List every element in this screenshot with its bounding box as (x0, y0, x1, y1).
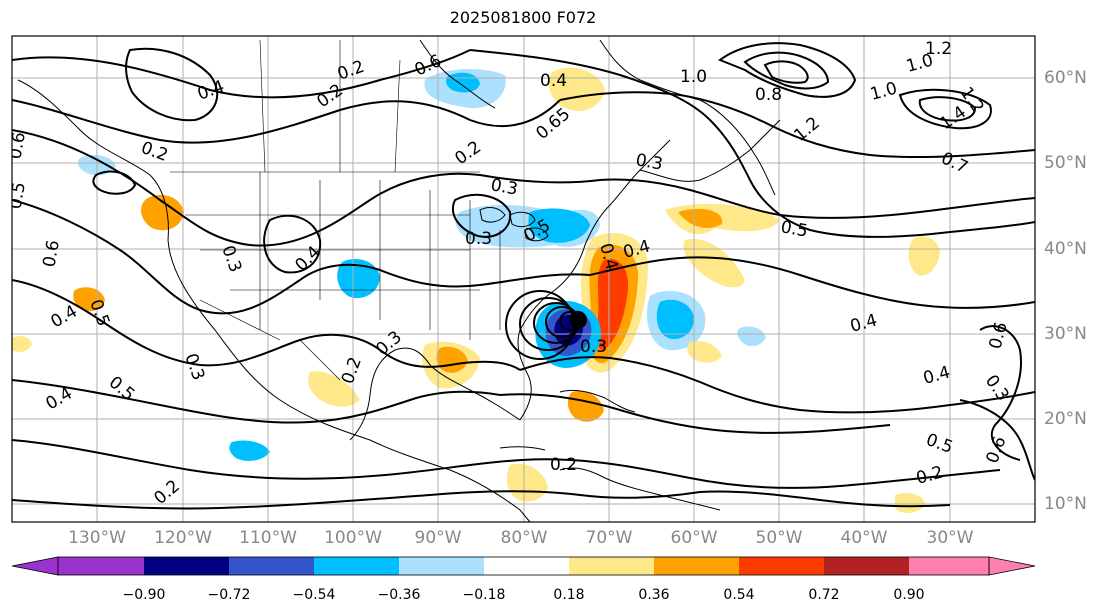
lon-label: 90°W (414, 528, 462, 548)
colorbar-segment (569, 557, 654, 575)
shade-positive-mexico (308, 371, 360, 407)
shade-negative-atlantic-inner (656, 299, 694, 340)
colorbar-tick-label: −0.90 (122, 587, 166, 603)
colorbar-segment (314, 557, 399, 575)
contour-label: 0.3 (465, 229, 492, 249)
colorbar-tick-label: 0.18 (553, 587, 585, 603)
colorbar-segment (484, 557, 569, 575)
shade-positive-east-coast-red (596, 258, 629, 351)
colorbar-tick-label: −0.54 (292, 587, 336, 603)
lon-label: 40°W (840, 528, 888, 548)
lat-label: 30°N (1044, 324, 1087, 344)
contour-label: 0.5 (5, 181, 29, 211)
colorbar-tick-label: 0.90 (893, 587, 925, 603)
colorbar-tick-label: 0.36 (638, 587, 670, 603)
colorbar-tick-label: −0.18 (462, 587, 506, 603)
lon-label: 80°W (500, 528, 548, 548)
lon-label: 100°W (324, 528, 382, 548)
colorbar-segment (58, 557, 144, 575)
contour-label: 0.4 (540, 71, 567, 91)
lon-label: 70°W (585, 528, 633, 548)
colorbar-segment (824, 557, 909, 575)
shade-positive-pacific-nw (140, 194, 184, 231)
shade-positive-bermuda (687, 340, 722, 363)
lon-label: 30°W (926, 528, 974, 548)
lon-label: 110°W (239, 528, 297, 548)
map-title: 2025081800 F072 (449, 8, 597, 27)
shade-positive-east-atlantic (908, 236, 940, 276)
lon-label: 50°W (755, 528, 803, 548)
colorbar-segment (654, 557, 739, 575)
colorbar-segment (739, 557, 824, 575)
lat-label: 50°N (1044, 153, 1087, 173)
colorbar-max-extension (988, 556, 1036, 576)
contour-label: 0.2 (550, 455, 577, 475)
colorbar-segment (229, 557, 314, 575)
colorbar-segment (399, 557, 484, 575)
contour-label: 0.6 (5, 131, 29, 161)
shade-positive-south-atlantic (683, 239, 745, 288)
state-borders (170, 39, 501, 381)
lon-label: 60°W (670, 528, 718, 548)
shade-positive-mid-atlantic-orange (678, 208, 723, 228)
lat-label: 10°N (1044, 494, 1087, 514)
contour-label: 0.3 (489, 175, 519, 199)
colorbar (11, 556, 1036, 576)
colorbar-min-extension (11, 556, 59, 576)
contour-label: 0.5 (779, 217, 809, 241)
shade-negative-plains (337, 258, 380, 299)
lat-label: 40°N (1044, 239, 1087, 259)
cyclone-center-marker (569, 311, 587, 329)
shade-positive-east-bottom (895, 493, 925, 513)
contour-label: 0.8 (755, 85, 782, 105)
colorbar-tick-label: 0.54 (723, 587, 755, 603)
colorbar-tick-label: −0.36 (377, 587, 421, 603)
lat-label: 60°N (1044, 68, 1087, 88)
lon-label: 120°W (154, 528, 212, 548)
contour-label: 1.0 (680, 67, 707, 87)
contour-label: 0.3 (634, 150, 664, 174)
contour-label: 0.6 (39, 239, 63, 269)
map-frame (11, 35, 1036, 523)
colorbar-tick-label: −0.72 (207, 587, 251, 603)
contour-label: 1.2 (925, 39, 952, 59)
lon-label: 130°W (68, 528, 126, 548)
colorbar-segment (909, 557, 989, 575)
shade-negative-great-lakes-inner (528, 208, 590, 243)
shade-negative-near-cyclone-east (737, 326, 766, 347)
colorbar-tick-label: 0.72 (808, 587, 840, 603)
shade-positive-left-edge (12, 336, 32, 352)
colorbar-segment (144, 557, 229, 575)
shade-negative-east-pacific (229, 440, 270, 461)
contour-label: 0.3 (580, 337, 607, 357)
lat-label: 20°N (1044, 409, 1087, 429)
